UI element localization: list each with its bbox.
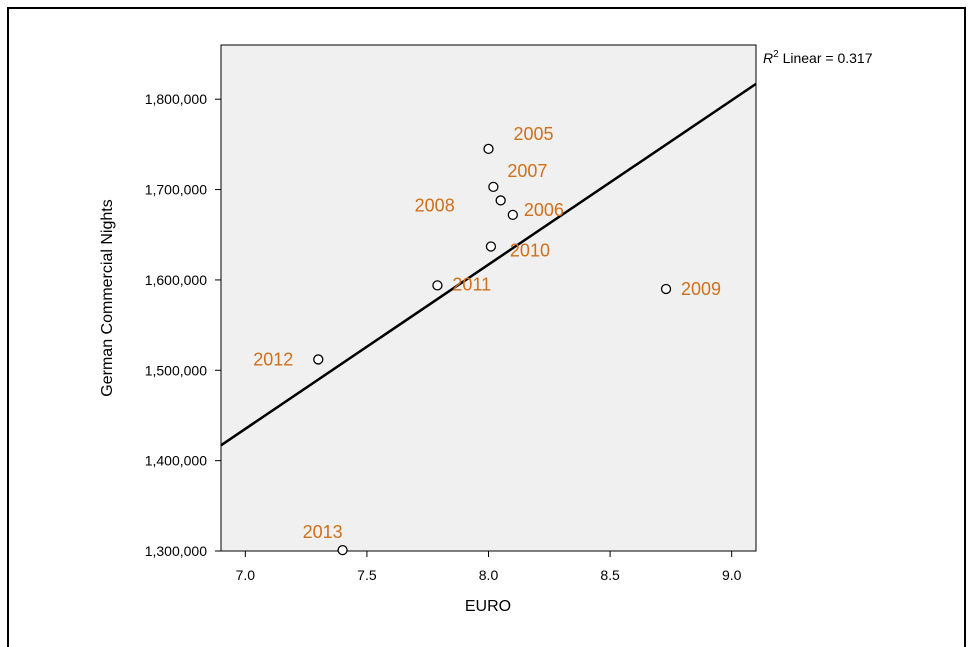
data-point bbox=[313, 354, 324, 365]
r-superscript: 2 bbox=[773, 49, 779, 60]
point-label: 2012 bbox=[253, 349, 293, 369]
point-label: 2013 bbox=[303, 522, 343, 542]
data-point bbox=[483, 143, 494, 155]
point-label: 2009 bbox=[681, 279, 721, 299]
y-tick-label: 1,400,000 bbox=[145, 453, 207, 469]
data-point bbox=[488, 181, 499, 193]
data-point bbox=[660, 283, 672, 295]
r-squared-text: Linear = 0.317 bbox=[779, 50, 873, 66]
x-axis-title: EURO bbox=[465, 598, 511, 615]
r-squared-annotation: R2 Linear = 0.317 bbox=[763, 49, 873, 66]
point-label: 2008 bbox=[415, 195, 455, 215]
chart-frame bbox=[7, 7, 966, 647]
r-symbol: R bbox=[763, 50, 773, 66]
x-axis: 7.0 7.5 8.0 8.5 9.0 bbox=[236, 551, 742, 583]
data-point bbox=[507, 209, 518, 221]
point-label: 2010 bbox=[510, 240, 550, 260]
point-label: 2007 bbox=[507, 161, 547, 181]
y-tick-label: 1,300,000 bbox=[145, 543, 207, 559]
plot-area bbox=[220, 44, 757, 552]
data-point bbox=[485, 241, 497, 252]
y-tick-label: 1,500,000 bbox=[145, 362, 207, 378]
data-points: 2005 2006 2007 2008 2009 2010 2011 2012 2013 bbox=[253, 124, 721, 556]
data-point bbox=[337, 544, 348, 556]
data-point bbox=[432, 280, 443, 291]
y-tick-label: 1,600,000 bbox=[145, 272, 207, 288]
y-axis-title: German Commercial Nights bbox=[99, 199, 116, 396]
y-tick-label: 1,700,000 bbox=[145, 182, 207, 198]
y-tick-label: 1,800,000 bbox=[145, 91, 207, 107]
y-axis: 1,300,000 1,400,000 1,500,000 1,600,000 1,70… bbox=[145, 91, 221, 559]
x-tick-label: 7.5 bbox=[357, 567, 377, 583]
fit-line bbox=[220, 82, 757, 447]
point-label: 2011 bbox=[452, 274, 491, 294]
x-tick-label: 8.5 bbox=[600, 567, 620, 583]
point-label: 2005 bbox=[514, 124, 554, 144]
x-tick-label: 7.0 bbox=[236, 567, 256, 583]
data-point bbox=[495, 195, 506, 206]
x-tick-label: 9.0 bbox=[722, 567, 742, 583]
point-label: 2006 bbox=[524, 200, 564, 220]
x-tick-label: 8.0 bbox=[479, 567, 499, 583]
